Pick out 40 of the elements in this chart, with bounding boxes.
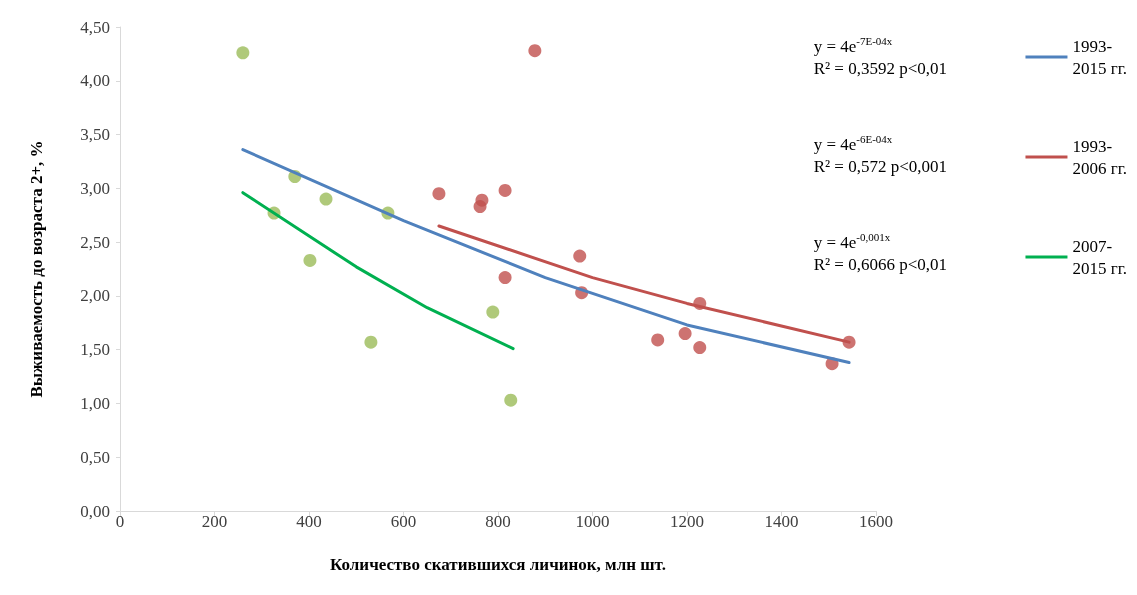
- point: [504, 393, 518, 407]
- y-tick-label: 4,50: [80, 17, 110, 37]
- x-tick-label: 0: [115, 511, 125, 531]
- point: [236, 46, 250, 60]
- x-tick-label: 200: [201, 511, 228, 531]
- y-tick-label: 0,50: [80, 447, 110, 467]
- point: [319, 192, 333, 206]
- point: [364, 335, 378, 349]
- x-tick-label: 800: [485, 511, 511, 531]
- line-series: [241, 191, 515, 351]
- point: [303, 253, 317, 267]
- y-tick-label: 1,00: [80, 393, 110, 413]
- point: [693, 341, 707, 355]
- y-tick-label: 0,00: [80, 501, 110, 521]
- y-tick-label: 3,50: [80, 125, 110, 145]
- point: [486, 305, 500, 319]
- x-tick-label: 600: [390, 511, 417, 531]
- y-tick-label: 2,00: [80, 286, 110, 306]
- point: [498, 271, 512, 285]
- y-axis-title: Выживаемость до возраста 2+, %: [27, 140, 46, 398]
- y-tick-label: 1,50: [80, 340, 110, 360]
- legend-label: 1993- 2006 гг.: [1072, 136, 1127, 178]
- y-tick-label: 4,00: [80, 71, 110, 91]
- y-tick-label: 2,50: [80, 232, 110, 252]
- point: [498, 183, 512, 197]
- legend-label: 2007- 2015 гг.: [1072, 236, 1127, 278]
- x-tick-label: 1600: [859, 511, 893, 531]
- point: [432, 187, 446, 201]
- point: [573, 249, 587, 263]
- x-axis-title: Количество скатившихся личинок, млн шт.: [330, 555, 666, 574]
- legend-label: 1993- 2015 гг.: [1072, 36, 1127, 78]
- point: [651, 333, 665, 347]
- x-tick-label: 1000: [575, 511, 610, 531]
- point: [528, 44, 542, 58]
- x-tick-label: 1200: [670, 511, 704, 531]
- x-tick-label: 1400: [764, 511, 799, 531]
- point: [473, 200, 487, 214]
- y-tick-label: 3,00: [80, 178, 110, 198]
- point: [678, 327, 692, 341]
- x-tick-label: 400: [296, 511, 322, 531]
